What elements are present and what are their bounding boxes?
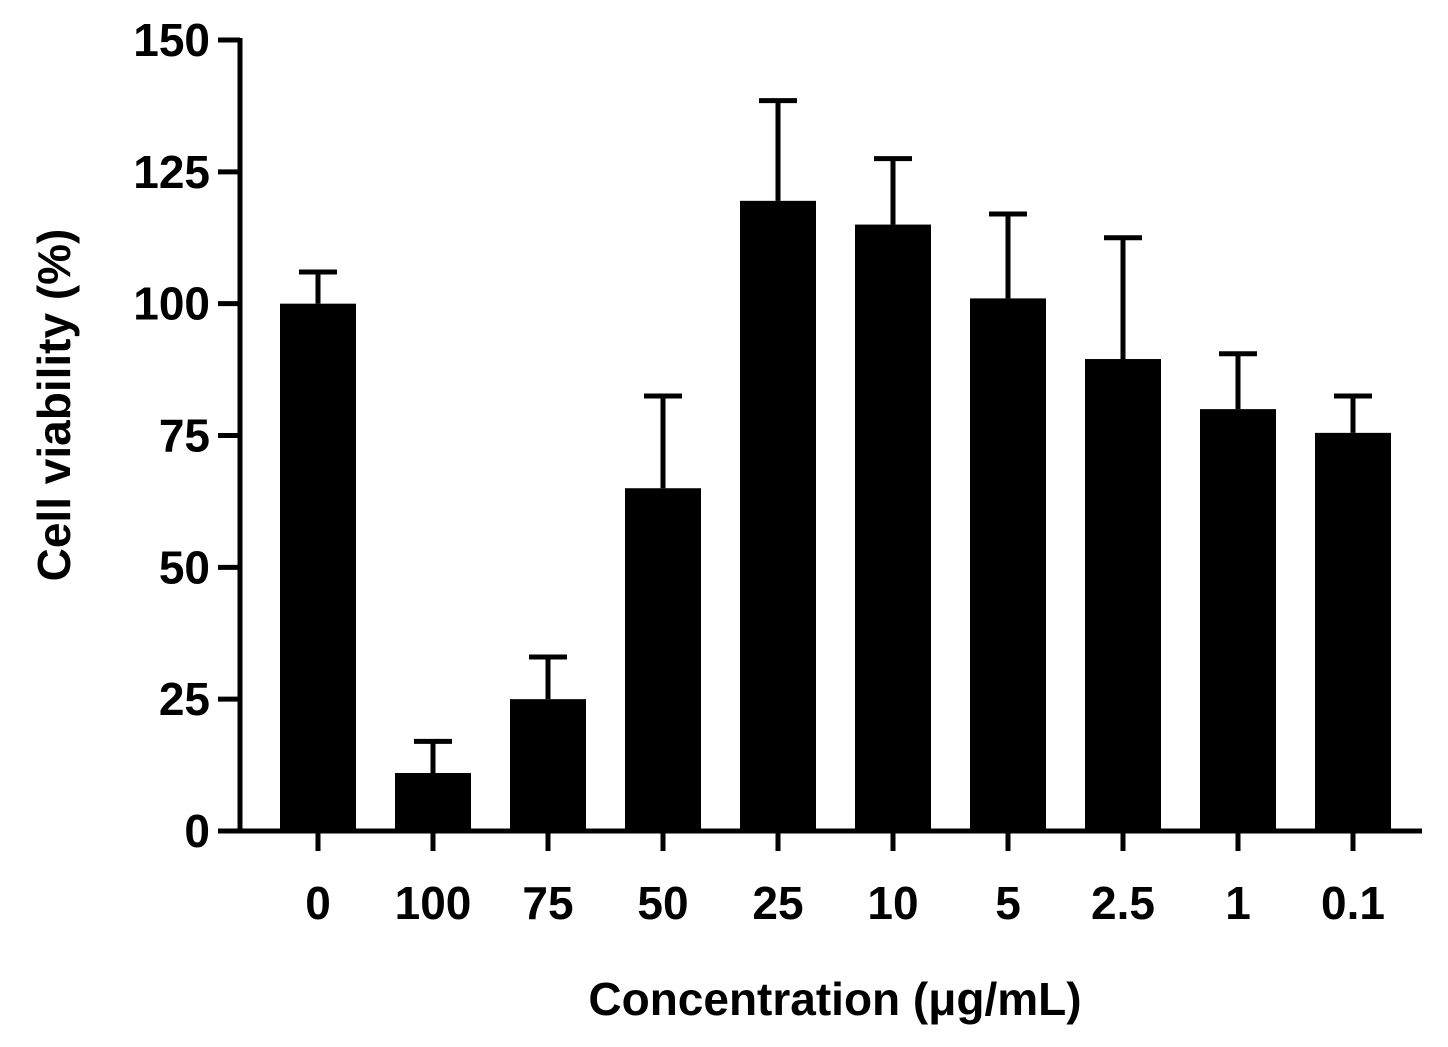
bar-2.5 bbox=[1085, 359, 1161, 831]
y-tick-label: 125 bbox=[133, 146, 210, 198]
x-tick-label: 1 bbox=[1225, 877, 1251, 929]
bar-1 bbox=[1200, 409, 1276, 831]
y-tick-label: 0 bbox=[184, 805, 210, 857]
x-tick-label: 0.1 bbox=[1321, 877, 1385, 929]
x-axis-label: Concentration (μg/mL) bbox=[588, 973, 1081, 1025]
x-tick-label: 10 bbox=[867, 877, 918, 929]
bar-10 bbox=[855, 224, 931, 832]
x-tick-label: 50 bbox=[637, 877, 688, 929]
bar-0 bbox=[280, 303, 356, 832]
x-tick-label: 25 bbox=[752, 877, 803, 929]
x-tick-label: 0 bbox=[305, 877, 331, 929]
bar-100 bbox=[395, 772, 471, 831]
y-tick-label: 25 bbox=[159, 673, 210, 725]
x-tick-label: 2.5 bbox=[1091, 877, 1155, 929]
y-axis-label: Cell viability (%) bbox=[28, 229, 80, 582]
x-tick-label: 100 bbox=[395, 877, 472, 929]
y-tick-label: 150 bbox=[133, 14, 210, 66]
x-tick-label: 5 bbox=[995, 877, 1021, 929]
x-tick-label: 75 bbox=[522, 877, 573, 929]
bar-25 bbox=[740, 200, 816, 831]
bar-5 bbox=[970, 298, 1046, 832]
bar-0.1 bbox=[1315, 432, 1391, 831]
bar-75 bbox=[510, 699, 586, 831]
y-tick-label: 75 bbox=[159, 410, 210, 462]
bar-50 bbox=[625, 488, 701, 831]
y-tick-label: 50 bbox=[159, 541, 210, 593]
y-tick-label: 100 bbox=[133, 278, 210, 330]
